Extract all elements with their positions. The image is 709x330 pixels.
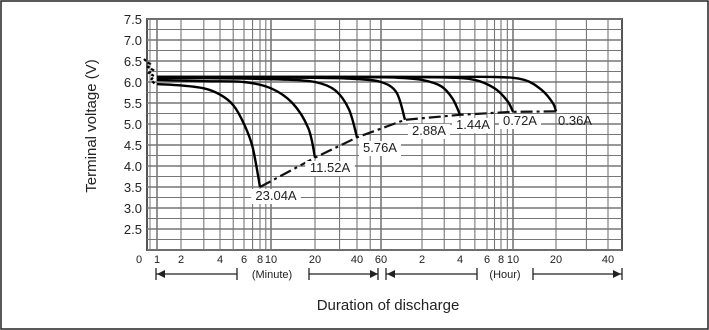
y-tick-label: 7.0 <box>124 33 142 48</box>
x-tick-label: 4 <box>217 254 223 266</box>
curve-label-bg <box>408 124 450 139</box>
x-tick-label: 6 <box>484 254 490 266</box>
y-tick-label: 3.5 <box>124 180 142 195</box>
y-tick-labels: 7.5 7.0 6.5 6.0 5.5 5.0 4.5 4.0 3.5 3.0 2.5 <box>124 12 142 237</box>
x-tick-label: 20 <box>550 254 562 266</box>
x-tick-label: 4 <box>457 254 463 266</box>
grid <box>146 18 623 251</box>
curve-label: 23.04A <box>255 188 297 203</box>
curve-label-bg <box>359 141 401 156</box>
initial-voltage-spike <box>143 58 156 85</box>
hour-unit-label: (Hour) <box>489 269 520 281</box>
x-tick-label: 8 <box>257 254 263 266</box>
curve-label: 2.88A <box>412 123 446 138</box>
y-tick-label: 5.5 <box>124 96 142 111</box>
x-tick-label: 20 <box>309 254 321 266</box>
x-tick-labels: 0 1 2 4 6 8 10 20 40 60 2 4 6 8 10 20 40 <box>136 254 614 266</box>
curve-0.36A <box>156 75 558 112</box>
y-tick-label: 3.0 <box>124 201 142 216</box>
x-tick-label: 60 <box>375 254 387 266</box>
curve-label: 0.36A <box>558 113 592 128</box>
discharge-curves <box>143 58 558 188</box>
arrow-head <box>157 270 165 278</box>
curve-labels: 23.04A 11.52A 5.76A 2.88A 1.44A 0.72A 0.36A <box>251 113 592 204</box>
curve-label: 11.52A <box>310 160 351 175</box>
curve-5.76A <box>156 76 359 138</box>
y-tick-label: 6.0 <box>124 75 142 90</box>
y-tick-label: 5.0 <box>124 117 142 132</box>
curve-label-bg <box>251 189 301 204</box>
curve-11.52A <box>156 78 317 158</box>
arrow-head <box>613 270 621 278</box>
x-tick-label: 6 <box>241 254 247 266</box>
y-tick-label: 7.5 <box>124 12 142 27</box>
y-tick-label: 4.0 <box>124 159 142 174</box>
y-tick-label: 6.5 <box>124 54 142 69</box>
x-tick-label: 40 <box>602 254 614 266</box>
curve-label: 5.76A <box>363 140 397 155</box>
curve-label-bg <box>305 161 355 176</box>
unit-annotations: Terminal voltage (V) Duration of dischar… <box>83 59 623 314</box>
curve-23.04A <box>156 82 262 188</box>
arrow-head <box>370 270 378 278</box>
x-tick-label: 2 <box>178 254 184 266</box>
y-tick-label: 2.5 <box>124 222 142 237</box>
arrow-head <box>387 270 395 278</box>
x-tick-label: 2 <box>419 254 425 266</box>
curve-label: 0.72A <box>503 113 537 128</box>
x-tick-label: 40 <box>351 254 363 266</box>
x-tick-label: 1 <box>154 254 160 266</box>
curve-label: 1.44A <box>456 117 490 132</box>
curve-label-bg <box>499 114 541 129</box>
x-tick-label: 10 <box>265 254 277 266</box>
y-tick-label: 4.5 <box>124 138 142 153</box>
x-tick-label: 8 <box>498 254 504 266</box>
x-tick-label: 10 <box>507 254 519 266</box>
curve-label-bg <box>452 118 494 133</box>
y-axis-label: Terminal voltage (V) <box>83 59 100 192</box>
minute-unit-label: (Minute) <box>252 269 292 281</box>
x-tick-label: 0 <box>136 254 142 266</box>
x-axis-label: Duration of discharge <box>317 297 460 314</box>
